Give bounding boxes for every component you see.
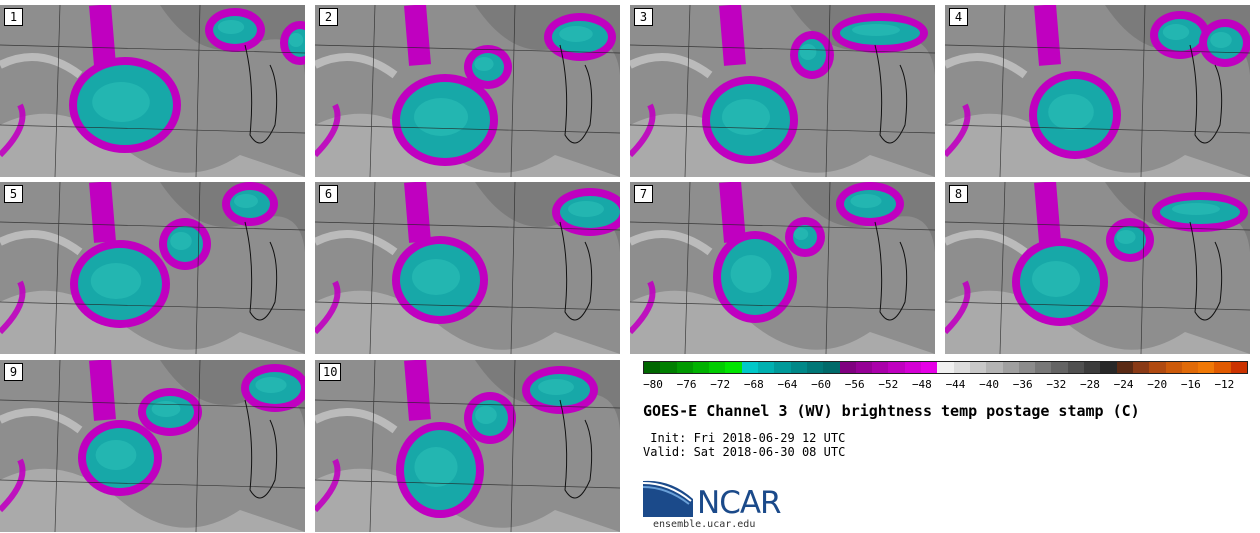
water-vapor-map xyxy=(0,5,305,177)
panel-label: 7 xyxy=(634,185,653,203)
valid-time: Valid: Sat 2018-06-30 08 UTC xyxy=(643,445,846,459)
colorbar-swatch xyxy=(823,362,840,373)
colorbar-ticks: −80 −76 −72 −68 −64 −60 −56 −52 −48 −44 −40 −36 −32−… xyxy=(643,378,1248,392)
panel-label: 1 xyxy=(4,8,23,26)
forecast-panel: 9 xyxy=(0,360,305,532)
colorbar-swatch xyxy=(1132,362,1150,373)
colorbar xyxy=(643,361,1248,374)
colorbar-swatch xyxy=(676,362,693,373)
colorbar-tick-label: −12 xyxy=(1214,378,1235,391)
colorbar-swatch xyxy=(660,362,677,373)
panel-label: 6 xyxy=(319,185,338,203)
colorbar-tick-label: −80 xyxy=(643,378,663,391)
colorbar-swatch xyxy=(741,362,759,373)
ncar-logo-text: NCAR xyxy=(697,485,782,521)
colorbar-tick-label: −56 xyxy=(844,378,865,391)
panel-label: 2 xyxy=(319,8,338,26)
colorbar-swatch xyxy=(1018,362,1036,373)
colorbar-swatch xyxy=(1198,362,1215,373)
colorbar-tick-label: −48 xyxy=(911,378,932,391)
colorbar-tick-label: −28 xyxy=(1080,378,1100,391)
water-vapor-map xyxy=(315,182,620,354)
colorbar-swatch xyxy=(937,362,954,373)
forecast-panel: 2 xyxy=(315,5,620,177)
forecast-panel: 5 xyxy=(0,182,305,354)
colorbar-swatch xyxy=(1149,362,1166,373)
colorbar-swatch xyxy=(1214,362,1231,373)
colorbar-swatch xyxy=(953,362,970,373)
colorbar-tick-label: −68 xyxy=(743,378,764,391)
water-vapor-map xyxy=(630,182,935,354)
colorbar-swatch xyxy=(1051,362,1068,373)
colorbar-swatch xyxy=(692,362,710,373)
forecast-panel: 8 xyxy=(945,182,1250,354)
water-vapor-map xyxy=(945,182,1250,354)
colorbar-tick-label: −16 xyxy=(1180,378,1201,391)
water-vapor-map xyxy=(945,5,1250,177)
colorbar-swatch xyxy=(839,362,856,373)
ncar-logo-icon xyxy=(643,480,693,517)
colorbar-swatch xyxy=(1116,362,1133,373)
colorbar-tick-label: −40 xyxy=(979,378,1000,391)
colorbar-swatch xyxy=(872,362,889,373)
colorbar-swatch xyxy=(758,362,775,373)
colorbar-swatch xyxy=(986,362,1003,373)
panel-label: 8 xyxy=(949,185,968,203)
water-vapor-map xyxy=(0,360,305,532)
colorbar-swatch xyxy=(1084,362,1101,373)
colorbar-swatch xyxy=(888,362,905,373)
colorbar-swatch xyxy=(1230,362,1247,373)
colorbar-swatch xyxy=(1181,362,1199,373)
forecast-panel: 10 xyxy=(315,360,620,532)
colorbar-tick-label: −32 xyxy=(1046,378,1067,391)
colorbar-swatch xyxy=(709,362,726,373)
forecast-panel: 7 xyxy=(630,182,935,354)
colorbar-tick-label: −52 xyxy=(878,378,899,391)
init-time: Init: Fri 2018-06-29 12 UTC xyxy=(643,431,846,445)
colorbar-tick-label: −64 xyxy=(777,378,798,391)
colorbar-swatch xyxy=(806,362,824,373)
panel-label: 10 xyxy=(319,363,342,381)
colorbar-swatch xyxy=(644,362,661,373)
forecast-panel: 6 xyxy=(315,182,620,354)
colorbar-swatch xyxy=(1165,362,1182,373)
colorbar-tick-label: −36 xyxy=(1012,378,1033,391)
panel-label: 9 xyxy=(4,363,23,381)
water-vapor-map xyxy=(630,5,935,177)
water-vapor-map xyxy=(315,5,620,177)
colorbar-swatch xyxy=(1100,362,1117,373)
colorbar-tick-label: −72 xyxy=(710,378,731,391)
colorbar-swatch xyxy=(774,362,791,373)
water-vapor-map xyxy=(0,182,305,354)
colorbar-swatch xyxy=(904,362,922,373)
colorbar-tick-label: −20 xyxy=(1147,378,1168,391)
site-url: ensemble.ucar.edu xyxy=(653,519,756,530)
colorbar-swatch xyxy=(969,362,987,373)
panel-label: 5 xyxy=(4,185,23,203)
colorbar-swatch xyxy=(790,362,807,373)
panel-label: 4 xyxy=(949,8,968,26)
colorbar-swatch xyxy=(1035,362,1052,373)
colorbar-tick-label: −44 xyxy=(945,378,966,391)
forecast-panel: 4 xyxy=(945,5,1250,177)
forecast-panel: 3 xyxy=(630,5,935,177)
colorbar-swatch xyxy=(855,362,873,373)
colorbar-tick-label: −24 xyxy=(1113,378,1134,391)
colorbar-swatch xyxy=(725,362,742,373)
panel-label: 3 xyxy=(634,8,653,26)
water-vapor-map xyxy=(315,360,620,532)
colorbar-swatch xyxy=(1067,362,1085,373)
colorbar-swatch xyxy=(921,362,938,373)
colorbar-tick-label: −60 xyxy=(811,378,831,391)
colorbar-tick-label: −76 xyxy=(676,378,697,391)
forecast-panel: 1 xyxy=(0,5,305,177)
figure-title: GOES-E Channel 3 (WV) brightness temp po… xyxy=(643,402,1140,420)
colorbar-swatch xyxy=(1002,362,1019,373)
